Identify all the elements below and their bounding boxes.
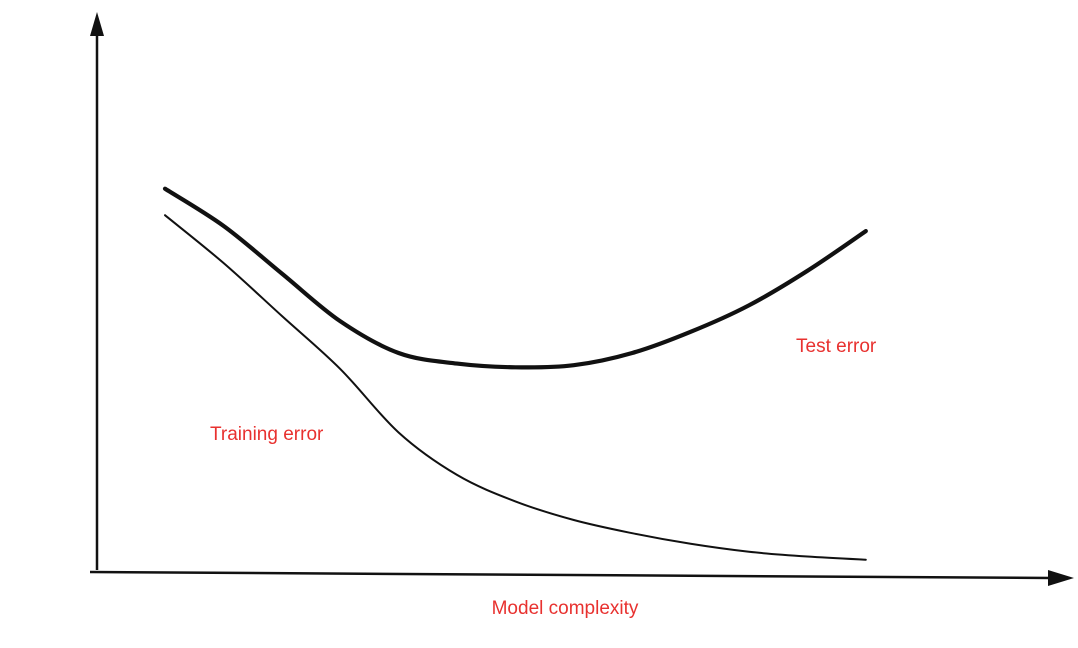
x-axis bbox=[89, 570, 1074, 586]
y-axis-arrow-icon bbox=[90, 12, 104, 36]
y-axis bbox=[90, 12, 104, 570]
series-line-training-error bbox=[164, 214, 867, 561]
label-layer: Test error Training error Model complexi… bbox=[210, 336, 877, 619]
series-layer bbox=[162, 186, 868, 561]
x-axis-label: Model complexity bbox=[492, 598, 639, 619]
series-line-test-error bbox=[162, 186, 868, 370]
series-label-test-error: Test error bbox=[796, 336, 877, 357]
series-label-training-error: Training error bbox=[210, 424, 324, 445]
x-axis-arrow-icon bbox=[1048, 570, 1074, 586]
x-axis-line bbox=[89, 570, 1053, 580]
